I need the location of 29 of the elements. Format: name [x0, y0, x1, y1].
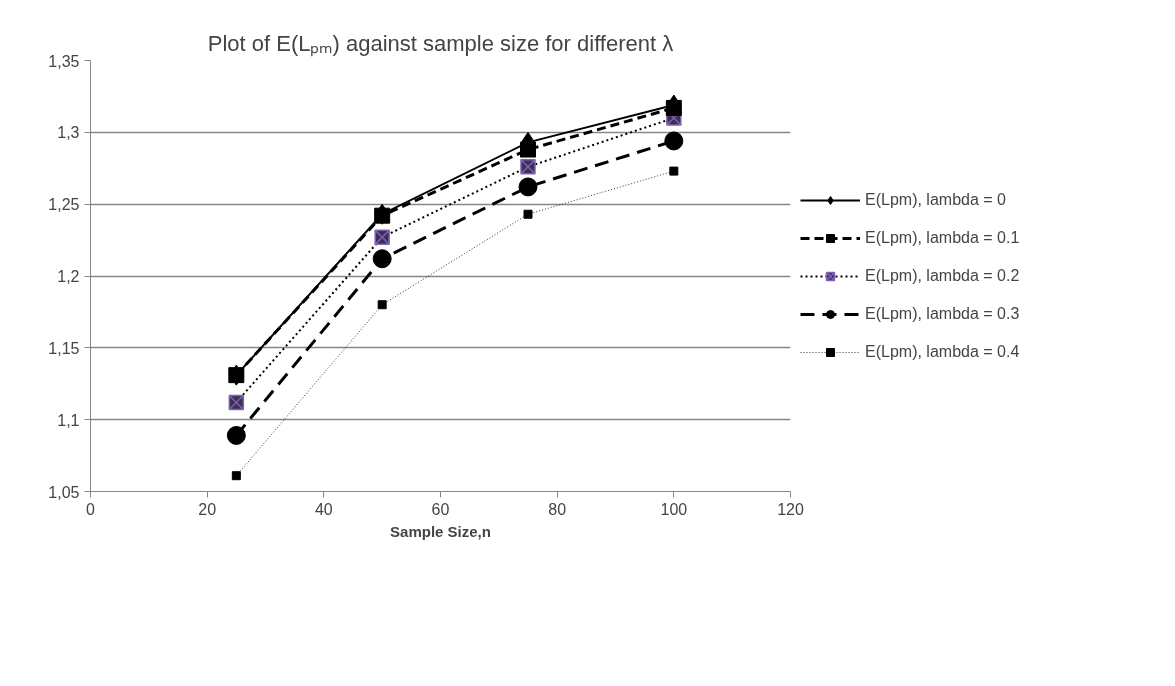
y-tick-label: 1,1 — [57, 411, 80, 429]
legend-label: E(Lpm), lambda = 0.4 — [865, 342, 1020, 361]
x-tick-label: 0 — [86, 500, 96, 518]
x-axis-title: Sample Size,n — [390, 522, 491, 540]
x-tick-label: 20 — [198, 500, 217, 518]
point — [226, 425, 246, 445]
legend-label: E(Lpm), lambda = 0.2 — [865, 266, 1020, 285]
x-tick-label: 80 — [548, 500, 567, 518]
x-tick-label: 40 — [314, 500, 333, 518]
point — [372, 249, 392, 269]
point — [518, 177, 538, 197]
y-tick-label: 1,3 — [57, 124, 80, 142]
legend-label: E(Lpm), lambda = 0.3 — [865, 304, 1020, 323]
legend-label: E(Lpm), lambda = 0 — [865, 190, 1006, 209]
x-tick-label: 60 — [431, 500, 450, 518]
point — [664, 131, 684, 151]
y-tick-label: 1,15 — [48, 339, 80, 357]
y-tick-label: 1,35 — [48, 52, 80, 70]
y-tick-label: 1,2 — [57, 268, 80, 285]
point — [231, 471, 241, 481]
legend-label: E(Lpm), lambda = 0.1 — [865, 228, 1020, 247]
point — [523, 209, 533, 219]
point — [669, 166, 679, 176]
x-tick-label: 120 — [777, 500, 804, 518]
chart-title: Plot of E(Lₚₘ) against sample size for different λ — [207, 30, 674, 57]
y-tick-label: 1,25 — [48, 196, 80, 214]
y-tick-label: 1,05 — [48, 483, 80, 501]
point — [377, 300, 387, 310]
x-tick-label: 100 — [660, 500, 688, 518]
